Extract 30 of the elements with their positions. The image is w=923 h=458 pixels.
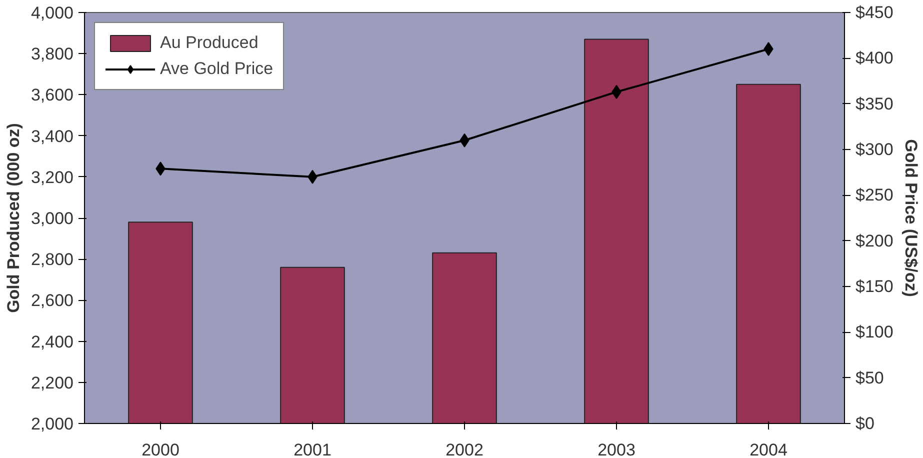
y-tick-label: 3,600 xyxy=(30,86,74,105)
legend-label: Au Produced xyxy=(160,33,258,53)
legend-label: Ave Gold Price xyxy=(160,59,274,79)
y2-axis-title: Gold Price (US$/oz) xyxy=(901,139,920,297)
y-tick-label: 3,200 xyxy=(30,168,74,187)
y-tick-label: 3,400 xyxy=(30,126,74,146)
y-tick-label: 2,800 xyxy=(30,250,74,270)
y2-tick-label: $400 xyxy=(856,48,894,68)
y-tick-label: 2,600 xyxy=(30,291,74,310)
x-tick-label: 2000 xyxy=(142,440,180,458)
x-tick-label: 2001 xyxy=(294,440,332,458)
y-tick-label: 4,000 xyxy=(30,4,74,22)
y2-tick-label: $0 xyxy=(856,414,874,433)
y2-tick-label: $300 xyxy=(856,140,894,159)
y-tick-label: 2,000 xyxy=(30,414,74,434)
x-tick-label: 2002 xyxy=(446,440,484,458)
y2-tick-label: $150 xyxy=(856,277,894,296)
y-tick-label: 2,400 xyxy=(30,332,74,352)
y-tick-label: 2,200 xyxy=(30,373,74,392)
y2-tick-label: $200 xyxy=(856,231,894,250)
y-axis-title: Gold Produced (000 oz) xyxy=(4,123,23,313)
x-tick-label: 2003 xyxy=(598,440,636,458)
y2-tick-label: $100 xyxy=(856,322,894,342)
y2-tick-label: $50 xyxy=(856,368,884,388)
y-tick-label: 3,000 xyxy=(30,209,74,228)
y2-tick-label: $450 xyxy=(856,3,894,22)
y2-tick-label: $350 xyxy=(856,94,894,114)
y2-tick-label: $250 xyxy=(856,186,894,205)
y-tick-label: 3,800 xyxy=(30,44,74,64)
x-tick-label: 2004 xyxy=(750,440,788,458)
